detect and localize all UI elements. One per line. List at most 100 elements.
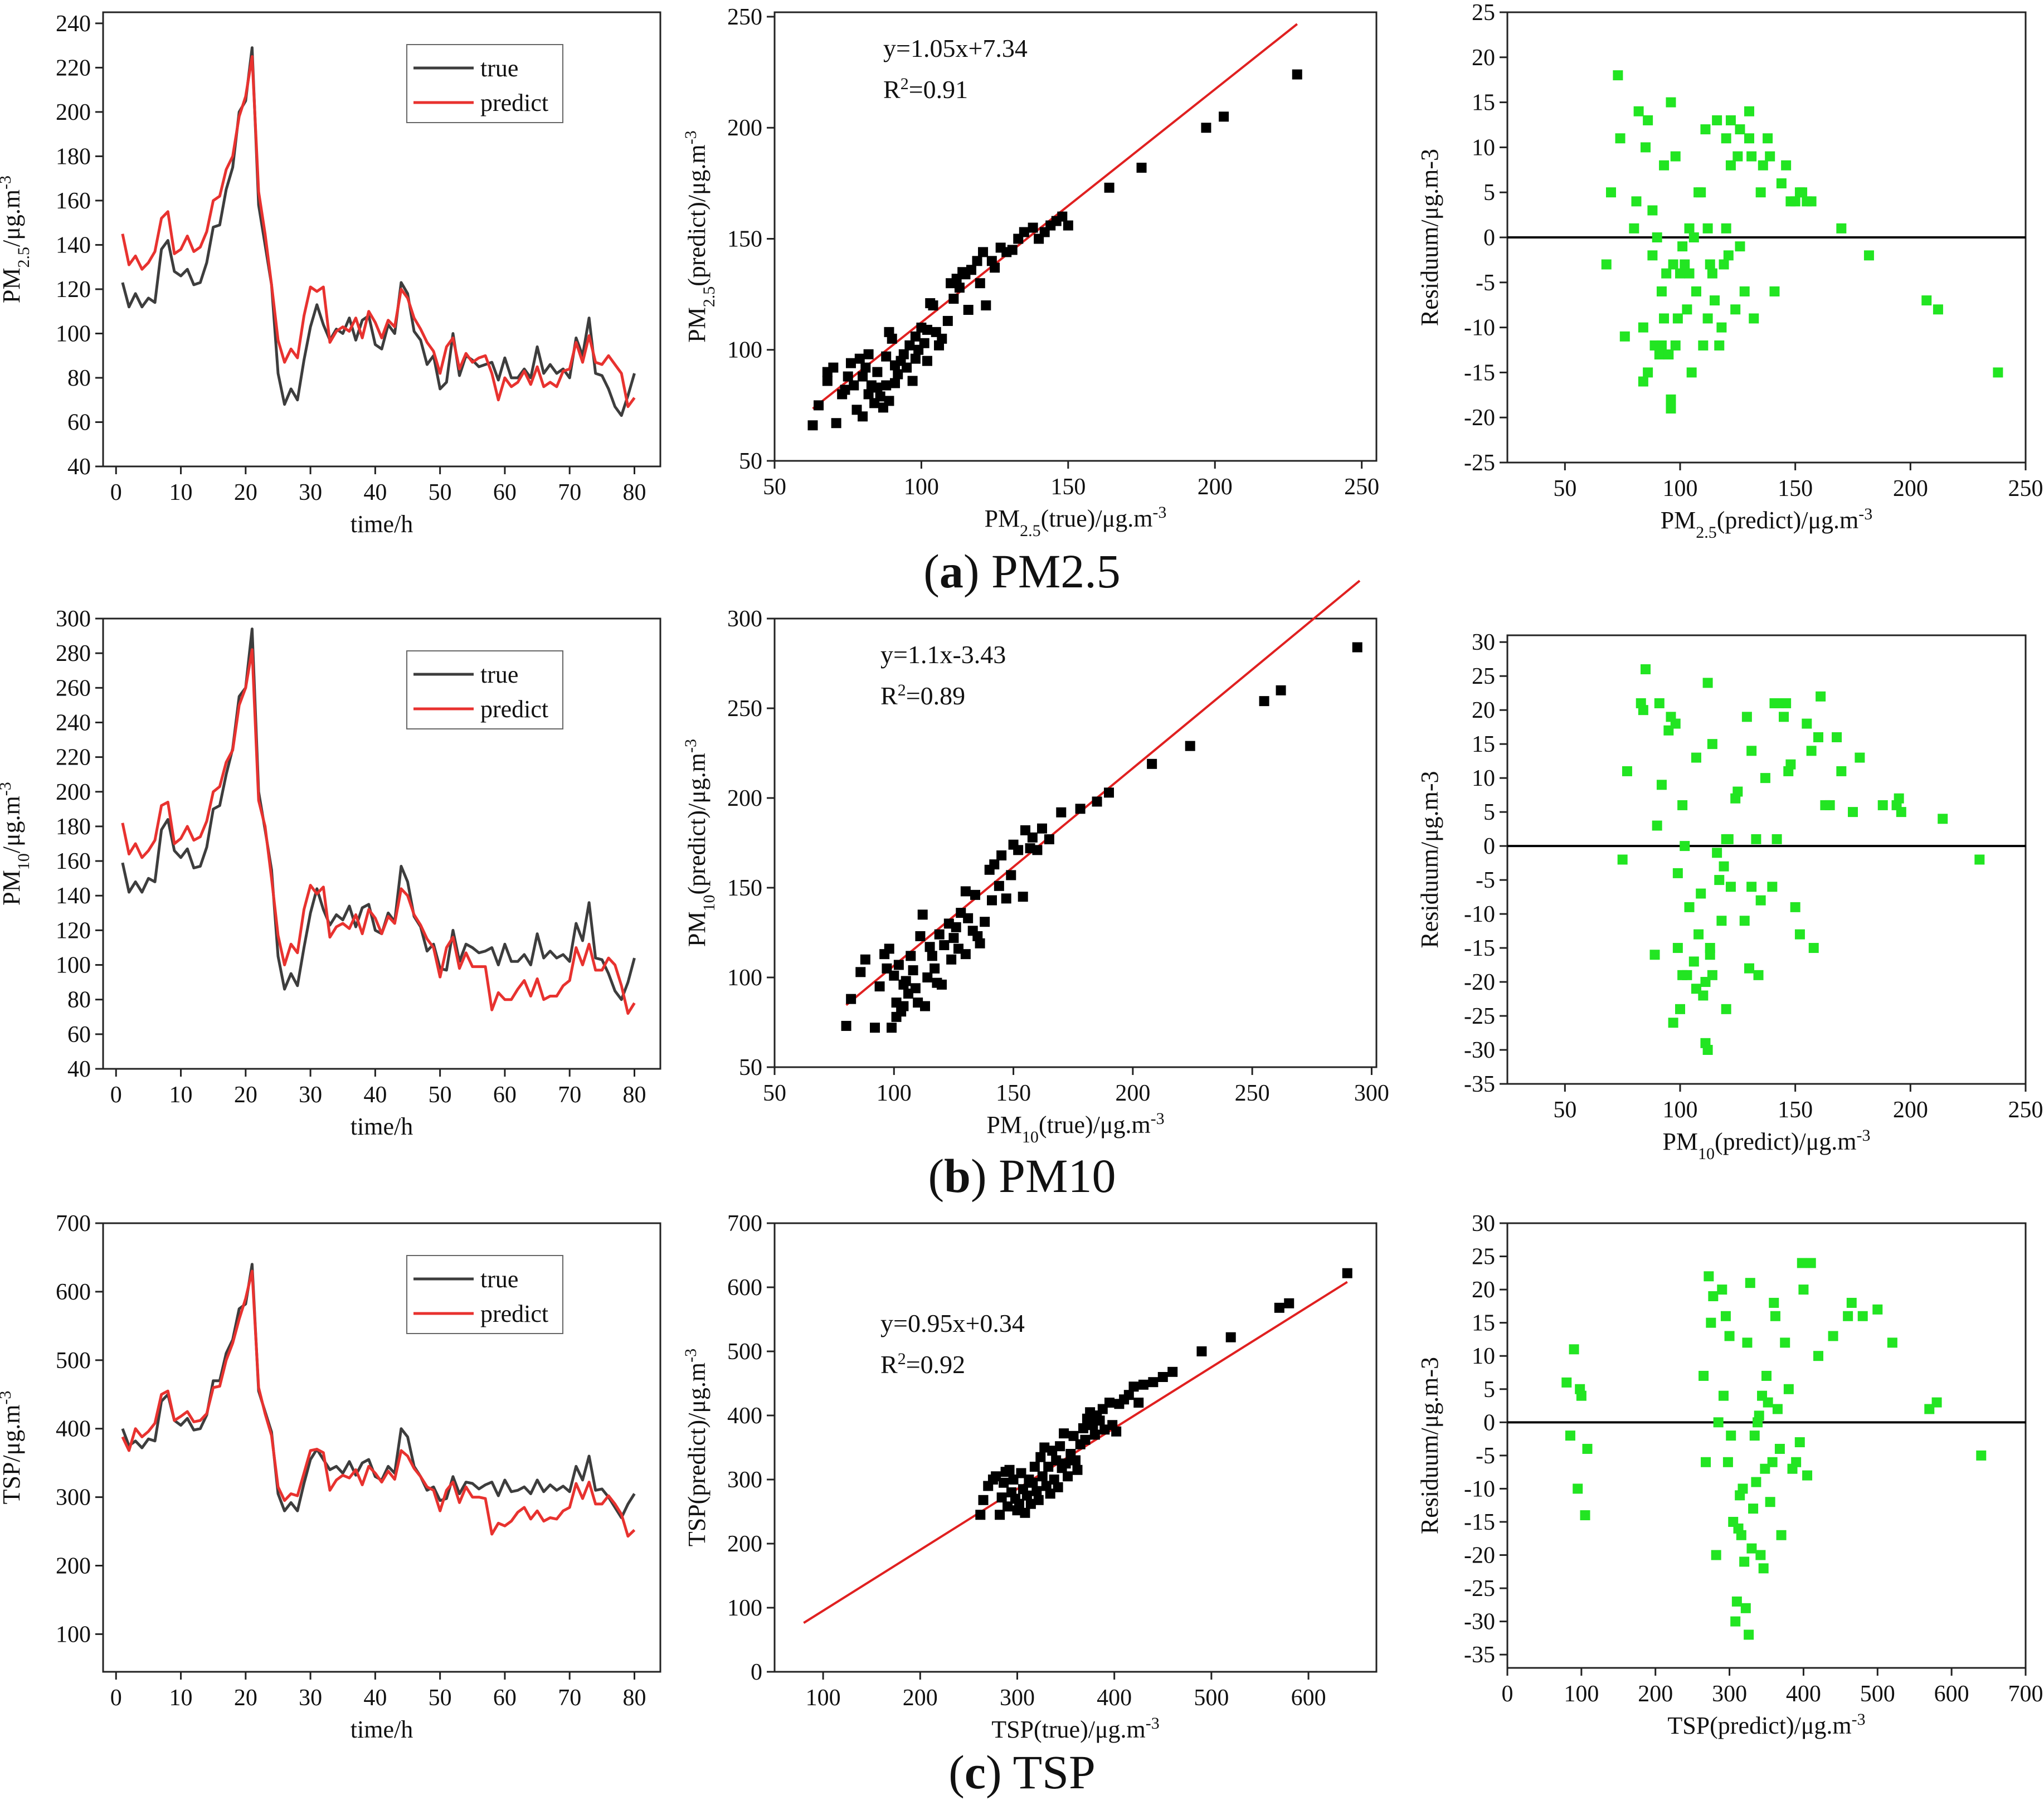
data-point <box>1638 322 1648 333</box>
data-point <box>928 300 938 311</box>
data-point <box>1056 807 1067 818</box>
data-point <box>1041 1481 1052 1491</box>
data-point <box>906 951 916 961</box>
data-point <box>1816 691 1826 702</box>
x-tick-label: 40 <box>363 480 387 505</box>
data-point <box>1797 1258 1807 1268</box>
data-point <box>1813 1351 1823 1361</box>
data-point <box>915 931 926 941</box>
y-tick-label: 300 <box>727 606 762 632</box>
x-tick-label: 300 <box>1000 1685 1035 1711</box>
data-point <box>1666 403 1676 414</box>
data-point <box>1749 313 1759 324</box>
data-point <box>1730 1616 1741 1627</box>
data-point <box>1696 187 1706 198</box>
data-point <box>1744 963 1754 974</box>
data-point <box>1292 69 1302 80</box>
data-point <box>1722 1457 1733 1467</box>
data-point <box>1573 1483 1583 1494</box>
x-tick-label: 70 <box>558 1685 581 1711</box>
data-point <box>1707 970 1717 980</box>
data-point <box>1080 1434 1091 1445</box>
data-point <box>1643 367 1653 378</box>
y-tick-label: -20 <box>1464 405 1495 431</box>
data-point <box>1008 1475 1019 1485</box>
y-tick-label: -20 <box>1464 1543 1495 1569</box>
plot-frame <box>1506 634 2027 1085</box>
fit-equation: y=0.95x+0.34 <box>880 1309 1025 1337</box>
data-point <box>1707 739 1717 750</box>
data-point <box>1666 394 1676 405</box>
data-point <box>1075 804 1086 814</box>
x-tick-label: 500 <box>1194 1685 1229 1711</box>
data-point <box>1731 1596 1742 1607</box>
data-point <box>841 1020 851 1031</box>
data-point <box>1582 1443 1593 1454</box>
series-line-predict <box>121 1269 636 1538</box>
data-point <box>1672 943 1683 953</box>
data-point <box>1675 268 1685 279</box>
data-point <box>1706 1317 1716 1328</box>
data-point <box>1735 241 1745 252</box>
y-tick-label: -30 <box>1464 1038 1495 1063</box>
data-point <box>1746 746 1757 756</box>
data-point <box>1763 1397 1773 1408</box>
data-point <box>901 976 911 986</box>
y-axis-label: Residuum/μg.m-3 <box>1416 1357 1443 1534</box>
data-point <box>1824 800 1835 810</box>
x-tick-label: 80 <box>622 1082 646 1108</box>
plot-frame <box>102 11 661 468</box>
x-tick-label: 60 <box>493 1685 517 1711</box>
y-tick-label: -35 <box>1464 1642 1495 1668</box>
x-axis-label: PM10(predict)/μg.m-3 <box>1662 1126 1870 1163</box>
y-tick-label: 50 <box>739 1055 762 1081</box>
y-tick-label: 10 <box>1472 766 1495 791</box>
data-point <box>1730 304 1741 315</box>
x-axis-label: time/h <box>351 510 413 538</box>
data-point <box>1758 1563 1769 1574</box>
data-point <box>1059 1428 1069 1439</box>
y-tick-label: -10 <box>1464 902 1495 927</box>
data-point <box>843 371 853 382</box>
data-point <box>1055 1441 1065 1452</box>
legend-box <box>406 650 563 729</box>
chart-b-1: 0 10 20 30 40 50 60 70 80 40 60 80 100 120 140 160 180 20… <box>0 606 661 1140</box>
data-point <box>1755 1550 1766 1560</box>
data-point <box>1185 741 1195 751</box>
data-point <box>1794 929 1805 940</box>
data-point <box>946 954 957 965</box>
data-point <box>1028 1477 1038 1488</box>
data-point <box>1037 823 1047 834</box>
data-point <box>1708 1291 1719 1302</box>
fit-equation: y=1.1x-3.43 <box>880 640 1006 669</box>
y-tick-label: 25 <box>1472 664 1495 689</box>
data-point <box>1063 220 1073 231</box>
data-point <box>1659 160 1670 171</box>
data-point <box>1565 1431 1575 1441</box>
data-point <box>960 949 971 960</box>
data-point <box>951 922 961 932</box>
data-point <box>1702 1045 1713 1055</box>
y-tick-label: 200 <box>727 1531 762 1557</box>
x-tick-label: 40 <box>363 1685 387 1711</box>
data-point <box>1031 1486 1042 1496</box>
data-point <box>1276 685 1286 695</box>
y-tick-label: 180 <box>56 814 91 840</box>
data-point <box>1931 1397 1942 1408</box>
data-point <box>884 943 894 954</box>
data-point <box>1668 259 1678 270</box>
data-point <box>1677 800 1688 810</box>
x-tick-label: 30 <box>299 1082 322 1108</box>
x-tick-label: 0 <box>110 480 122 505</box>
data-point <box>1798 1284 1809 1295</box>
data-point <box>1684 223 1695 233</box>
data-point <box>1748 1504 1759 1514</box>
x-tick-label: 30 <box>299 1685 322 1711</box>
data-point <box>889 970 899 981</box>
series-line-true <box>121 627 636 1001</box>
data-point <box>1663 349 1674 360</box>
data-point <box>1783 1384 1794 1394</box>
x-tick-label: 100 <box>1564 1681 1599 1707</box>
data-point <box>996 850 1007 861</box>
data-point <box>1001 893 1011 904</box>
